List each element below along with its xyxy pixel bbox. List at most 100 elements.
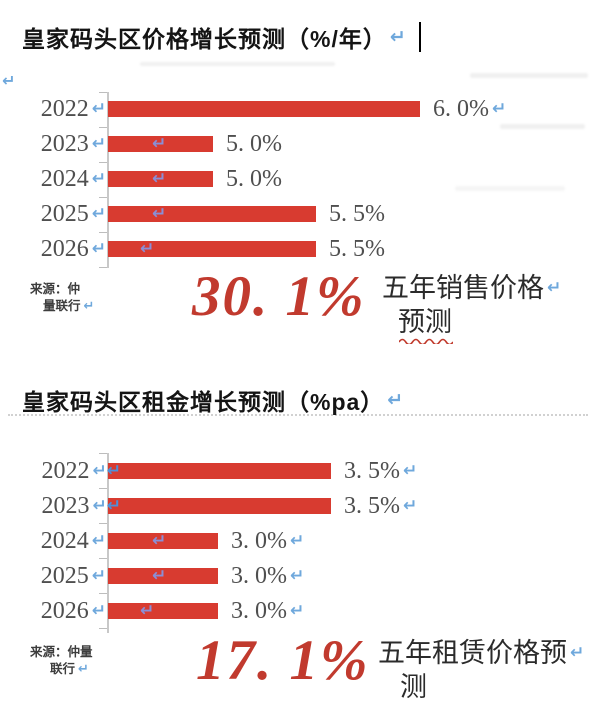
value-label: 6. 0% ↵ [433, 96, 506, 123]
rent-chart-source: 来源：仲量 联行 ↵ [30, 644, 93, 678]
year-label: 2023 ↵ ↵ [0, 492, 122, 520]
value-label: 3. 0% ↵ [231, 598, 304, 625]
caption-line2: 预测 [398, 305, 453, 344]
price-row-2024: 2024 ↵ ↵ 5. 0% [0, 165, 600, 193]
caption-line2: 测 [400, 672, 427, 702]
year-text: 2025 [40, 200, 89, 227]
return-mark-icon: ↵ [91, 565, 106, 586]
year-label: 2024 ↵ [0, 166, 106, 193]
return-mark-icon: ↵ [389, 25, 406, 48]
return-mark-icon: ↵ [152, 204, 167, 224]
rent-row-2022: 2022 ↵ ↵ 3. 5% ↵ [0, 457, 600, 485]
value-text: 5. 5% [329, 200, 385, 227]
scan-artifact [455, 186, 565, 191]
value-label: 3. 0% ↵ [231, 563, 304, 590]
title-text: 皇家码头区租金增长预测（%pa） [22, 389, 385, 415]
price-chart-source: 来源：仲 量联行 ↵ [30, 281, 94, 315]
axis-tick [99, 232, 107, 233]
return-mark-icon: ↵ [140, 601, 155, 621]
value-text: 3. 0% [231, 562, 287, 589]
bar-rent-2025: ↵ [108, 566, 218, 586]
text-cursor[interactable] [418, 22, 421, 52]
bar-rent-2023 [108, 498, 331, 514]
year-label: 2023 ↵ [0, 131, 106, 158]
price-summary-value: 30. 1% [192, 265, 366, 328]
scan-artifact-dotted-line [8, 414, 588, 416]
caption-line2-wrap: 测 [378, 670, 584, 704]
year-text: 2022 [40, 95, 89, 122]
return-mark-icon: ↵ [152, 566, 167, 586]
year-text: 2022 [41, 457, 90, 484]
rent-row-2025: 2025 ↵ ↵ 3. 0% ↵ [0, 562, 600, 590]
price-summary-caption: 五年销售价格 ↵ 预测 [382, 271, 562, 344]
year-text: 2024 [40, 165, 89, 192]
axis-tick [99, 92, 107, 93]
caption-line1: 五年销售价格 ↵ [382, 273, 562, 303]
bar-price-2024: ↵ [108, 169, 213, 189]
axis-tick [99, 162, 107, 163]
rent-row-2023: 2023 ↵ ↵ 3. 5% ↵ [0, 492, 600, 520]
source-line2: 联行 ↵ [50, 662, 89, 677]
return-mark-icon: ↵ [91, 600, 106, 621]
bar-price-2023: ↵ [108, 134, 213, 154]
axis-tick [99, 197, 107, 198]
bar-rent-2024: ↵ [108, 531, 218, 551]
year-text: 2026 [40, 597, 89, 624]
year-label: 2026 ↵ [0, 236, 106, 263]
year-text: 2026 [40, 235, 89, 262]
bar-rent-2026: ↵ [108, 601, 218, 621]
value-text: 3. 0% [231, 527, 287, 554]
year-label: 2022 ↵ ↵ [0, 457, 122, 485]
return-mark-icon: ↵ [403, 460, 418, 481]
rent-summary-value: 17. 1% [196, 629, 370, 692]
year-text: 2024 [40, 527, 89, 554]
axis-tick [99, 523, 107, 524]
return-mark-icon: ↵ [106, 495, 121, 516]
value-text: 5. 0% [226, 165, 282, 192]
return-mark-icon: ↵ [92, 460, 107, 481]
return-mark-icon: ↵ [92, 495, 107, 516]
bar-price-2025: ↵ [108, 204, 316, 224]
return-mark-icon: ↵ [152, 134, 167, 154]
year-text: 2023 [40, 130, 89, 157]
rent-row-2026: 2026 ↵ ↵ 3. 0% ↵ [0, 597, 600, 625]
value-text: 6. 0% [433, 95, 489, 122]
return-mark-icon: ↵ [492, 98, 507, 119]
caption-line1: 五年租赁价格预 ↵ [378, 638, 585, 668]
return-mark-icon: ↵ [91, 530, 106, 551]
value-text: 3. 5% [344, 457, 400, 484]
year-text: 2023 [41, 492, 90, 519]
axis-tick [99, 127, 107, 128]
year-label: 2022 ↵ [0, 96, 106, 123]
value-label: 3. 5% ↵ [344, 493, 417, 520]
value-label: 3. 0% ↵ [231, 528, 304, 555]
price-chart-title: 皇家码头区价格增长预测（%/年） ↵ [22, 20, 421, 54]
return-mark-icon: ↵ [152, 531, 167, 551]
return-mark-icon: ↵ [91, 238, 106, 259]
return-mark-icon: ↵ [91, 133, 106, 154]
value-text: 3. 0% [231, 597, 287, 624]
axis-tick [99, 558, 107, 559]
title-text: 皇家码头区价格增长预测（%/年） [22, 26, 387, 52]
return-mark-icon: ↵ [140, 239, 155, 259]
rent-summary-caption: 五年租赁价格预 ↵ 测 [378, 636, 584, 704]
value-label: 5. 0% [226, 131, 282, 158]
price-row-2025: 2025 ↵ ↵ 5. 5% [0, 200, 600, 228]
axis-tick [99, 453, 107, 454]
year-text: 2025 [40, 562, 89, 589]
scan-artifact [140, 62, 335, 66]
value-label: 5. 5% [329, 236, 385, 263]
axis-tick [99, 267, 107, 268]
axis-tick [99, 628, 107, 629]
return-mark-icon: ↵ [91, 203, 106, 224]
source-line2: 量联行 ↵ [43, 299, 95, 314]
caption-line2-wrap: 预测 [382, 305, 561, 344]
year-label: 2026 ↵ [0, 598, 106, 625]
source-line1: 来源：仲量 [30, 645, 93, 659]
return-mark-icon: ↵ [547, 277, 562, 298]
year-label: 2024 ↵ [0, 528, 106, 555]
return-mark-icon: ↵ [78, 662, 89, 677]
year-label: 2025 ↵ [0, 201, 106, 228]
price-row-2023: 2023 ↵ ↵ 5. 0% [0, 130, 600, 158]
